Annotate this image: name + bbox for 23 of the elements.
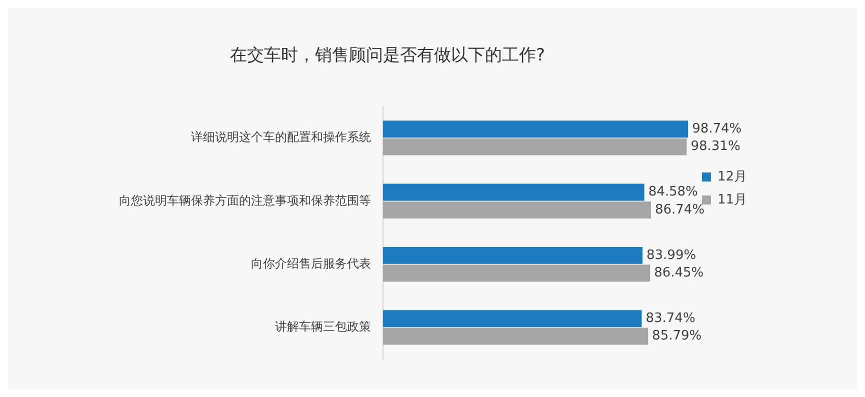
y-tick-label: 讲解车辆三包政策 [275,320,371,334]
data-label: 98.74% [692,122,742,137]
bar [383,184,644,201]
data-label: 98.31% [690,139,740,154]
data-label: 83.74% [646,310,696,326]
y-tick-label: 详细说明这个车的配置和操作系统 [191,130,371,144]
bar [383,328,648,345]
bar [383,246,642,264]
chart-title: 在交车时，销售顾问是否有做以下的工作? [230,46,546,66]
bar [383,201,651,218]
data-label: 86.45% [654,265,704,280]
bar [383,310,642,328]
y-tick-label: 向您说明车辆保养方面的注意事项和保养范围等 [119,193,371,208]
bar [383,138,687,156]
data-label: 84.58% [648,184,698,200]
bar [383,120,688,138]
y-tick-label: 向你介绍售后服务代表 [251,256,371,270]
data-label: 86.74% [654,202,705,218]
legend-label: 11月 [717,192,748,208]
data-label: 85.79% [652,328,702,344]
bar [383,264,650,282]
legend-label: 12月 [717,169,748,184]
data-label: 83.99% [646,248,696,263]
